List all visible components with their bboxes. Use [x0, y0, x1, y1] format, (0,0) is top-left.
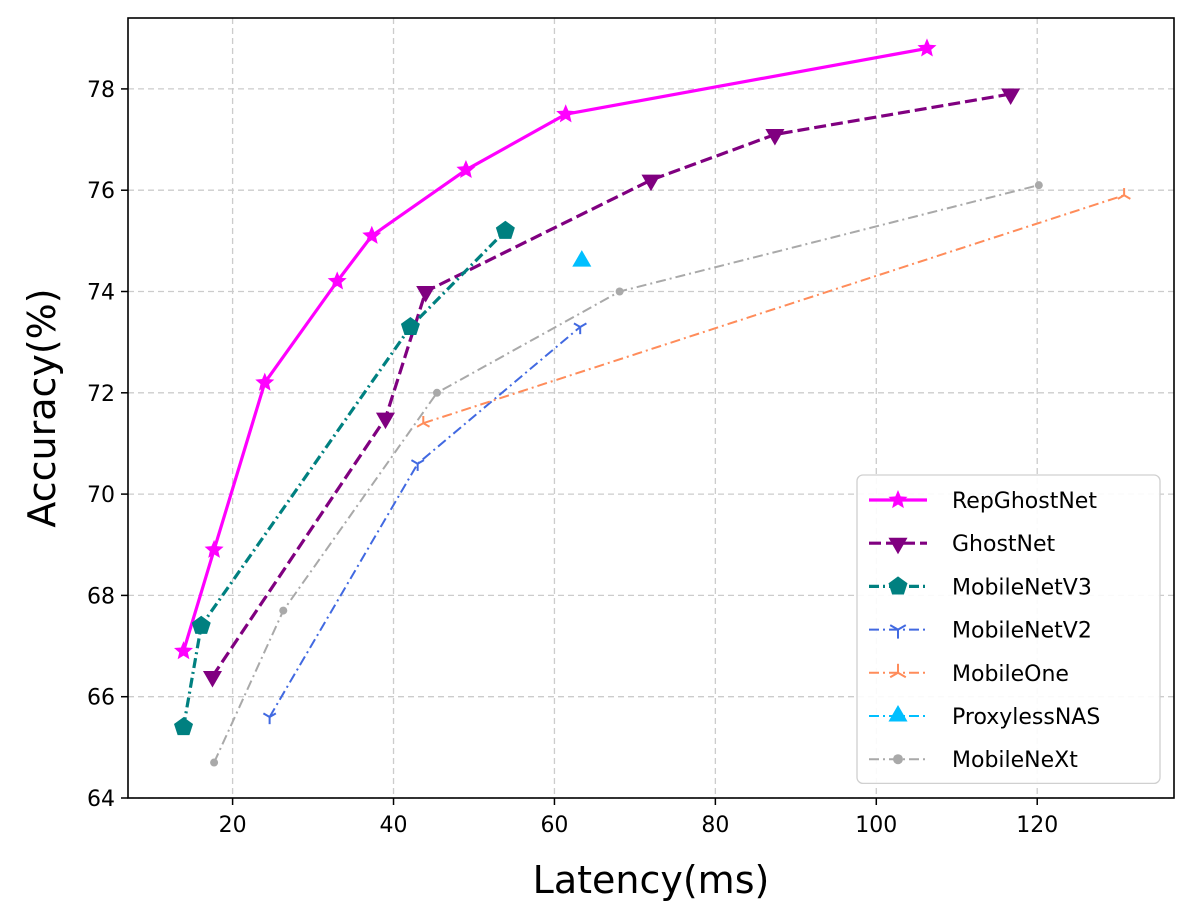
legend-entry-ghostnet: GhostNet — [869, 532, 1056, 557]
data-point-proxylessnas — [572, 250, 592, 267]
x-tick-label: 40 — [380, 813, 408, 838]
data-point-repghostnet — [255, 372, 275, 391]
data-point-repghostnet — [204, 539, 224, 558]
y-tick-label: 72 — [87, 382, 115, 407]
y-tick-label: 64 — [87, 787, 115, 812]
data-point-ghostnet — [765, 128, 785, 146]
data-point-ghostnet — [641, 174, 661, 192]
x-axis-label: Latency(ms) — [533, 858, 770, 902]
legend-label-repghostnet: RepGhostNet — [952, 489, 1097, 514]
legend-entry-proxylessnas: ProxylessNAS — [869, 705, 1100, 730]
legend-marker-mobilenetv3 — [888, 576, 908, 595]
legend-label-mobileone: MobileOne — [952, 662, 1069, 687]
plot-frame — [127, 17, 1175, 799]
series-mobileone — [416, 188, 1131, 428]
legend-marker-mobilenext — [893, 754, 903, 765]
data-point-repghostnet — [174, 641, 194, 660]
data-point-mobilenext — [210, 758, 219, 767]
axis-ticks: 20 40 60 80 100 120 64 66 68 70 72 74 76 78 — [87, 78, 1058, 838]
series-layer — [174, 38, 1131, 767]
data-point-mobilenetv2 — [573, 322, 587, 335]
legend-label-ghostnet: GhostNet — [952, 532, 1056, 557]
data-point-mobilenetv3 — [400, 316, 420, 336]
series-ghostnet — [202, 88, 1021, 688]
data-point-mobilenetv2 — [262, 712, 277, 725]
legend-marker-proxylessnas — [888, 705, 908, 722]
series-line-mobilenetv3 — [181, 229, 507, 728]
series-mobilenext — [210, 181, 1043, 767]
data-point-repghostnet — [556, 104, 576, 123]
data-point-ghostnet — [202, 670, 223, 688]
data-point-mobileone — [416, 415, 431, 428]
legend-marker-mobileone — [889, 663, 907, 679]
y-tick-label: 68 — [87, 584, 115, 609]
x-tick-label: 100 — [855, 813, 897, 838]
legend-entry-mobileone: MobileOne — [869, 662, 1069, 687]
series-mobilenetv2 — [262, 322, 587, 725]
y-tick-label: 78 — [87, 78, 115, 103]
data-point-repghostnet — [362, 225, 382, 244]
y-tick-label: 70 — [87, 483, 115, 508]
y-tick-label: 74 — [87, 281, 115, 306]
data-point-ghostnet — [416, 286, 436, 303]
x-tick-label: 20 — [219, 813, 247, 838]
legend-entry-mobilenext: MobileNeXt — [869, 748, 1078, 773]
data-point-mobileone — [1117, 188, 1131, 200]
series-line-mobileone — [422, 194, 1125, 425]
legend-entry-repghostnet: RepGhostNet — [869, 489, 1097, 514]
data-point-mobilenext — [615, 287, 624, 296]
legend-frame — [856, 474, 1161, 785]
legend-label-mobilenext: MobileNeXt — [952, 748, 1078, 773]
legend-marker-mobilenetv2 — [889, 624, 907, 639]
legend-label-proxylessnas: ProxylessNAS — [952, 705, 1100, 730]
legend-marker-ghostnet — [888, 537, 908, 555]
data-point-mobilenext — [279, 606, 288, 615]
x-tick-label: 60 — [540, 813, 568, 838]
y-tick-label: 66 — [87, 686, 115, 711]
series-proxylessnas — [572, 250, 592, 267]
data-point-repghostnet — [917, 38, 937, 57]
data-point-mobilenext — [1034, 181, 1043, 190]
x-tick-label: 80 — [701, 813, 729, 838]
data-point-mobilenetv3 — [174, 717, 194, 736]
series-line-mobilenext — [213, 184, 1040, 763]
data-point-mobilenext — [432, 388, 441, 397]
y-axis-label: Accuracy(%) — [20, 288, 64, 527]
series-line-mobilenetv2 — [268, 326, 581, 718]
legend-label-mobilenetv2: MobileNetV2 — [952, 619, 1092, 644]
data-point-mobilenetv2 — [410, 459, 425, 471]
series-repghostnet — [174, 38, 937, 660]
data-point-mobilenetv3 — [191, 615, 211, 634]
data-point-mobilenetv3 — [495, 220, 515, 239]
legend-label-mobilenetv3: MobileNetV3 — [952, 575, 1092, 600]
legend-marker-repghostnet — [888, 490, 908, 509]
data-point-repghostnet — [327, 271, 347, 290]
legend-entry-mobilenetv2: MobileNetV2 — [869, 619, 1092, 644]
series-mobilenetv3 — [174, 220, 515, 736]
data-point-repghostnet — [456, 159, 476, 179]
x-tick-label: 120 — [1016, 813, 1058, 838]
series-line-repghostnet — [181, 46, 928, 652]
data-point-ghostnet — [375, 412, 395, 430]
legend: RepGhostNet GhostNet MobileNetV3 MobileNetV… — [856, 474, 1161, 785]
series-line-ghostnet — [211, 92, 1011, 678]
legend-entry-mobilenetv3: MobileNetV3 — [869, 575, 1092, 600]
y-tick-label: 76 — [87, 179, 115, 204]
data-point-ghostnet — [1001, 88, 1021, 105]
